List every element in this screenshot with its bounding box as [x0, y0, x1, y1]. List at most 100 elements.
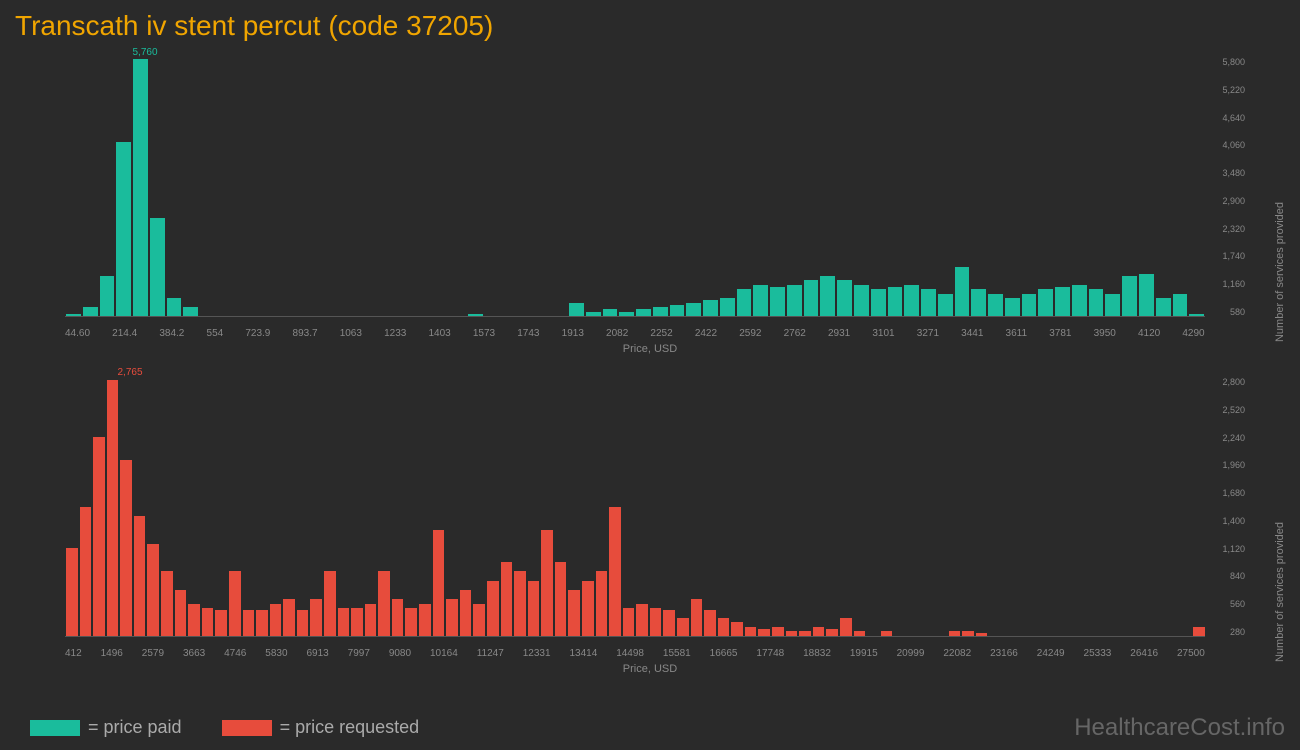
bar — [528, 581, 540, 637]
tick-label: 1,740 — [1210, 251, 1245, 261]
bar — [609, 507, 621, 637]
chart-price-requested: 2,765 4121496257936634746583069137997908… — [15, 367, 1285, 677]
bar — [215, 610, 227, 636]
bar — [150, 218, 165, 316]
tick-label: 1233 — [384, 328, 406, 339]
bar — [871, 289, 886, 316]
bar — [971, 289, 986, 316]
bar — [804, 280, 819, 316]
tick-label: 11247 — [477, 648, 504, 659]
bar — [1193, 627, 1205, 636]
tick-label: 1,400 — [1210, 516, 1245, 526]
bar — [720, 298, 735, 316]
tick-label: 1496 — [101, 648, 123, 659]
bar — [826, 629, 838, 636]
bar — [636, 604, 648, 636]
bar — [107, 380, 119, 636]
tick-label: 27500 — [1177, 648, 1205, 659]
bar — [468, 314, 483, 316]
bar — [66, 548, 78, 636]
tick-label: 18832 — [803, 648, 831, 659]
bar — [731, 622, 743, 636]
tick-label: 44.60 — [65, 328, 90, 339]
bar — [188, 604, 200, 636]
bar — [167, 298, 182, 316]
bar — [256, 610, 268, 636]
bar — [596, 571, 608, 636]
y-ticks-requested: 2805608401,1201,4001,6801,9602,2402,5202… — [1210, 377, 1245, 637]
tick-label: 3611 — [1006, 328, 1028, 339]
x-ticks-requested: 4121496257936634746583069137997908010164… — [65, 648, 1205, 659]
tick-label: 20999 — [897, 648, 925, 659]
bar — [365, 604, 377, 636]
bar — [1038, 289, 1053, 316]
bar — [1139, 274, 1154, 316]
tick-label: 4746 — [224, 648, 246, 659]
tick-label: 15581 — [663, 648, 691, 659]
tick-label: 1573 — [473, 328, 495, 339]
tick-label: 1913 — [562, 328, 584, 339]
tick-label: 19915 — [850, 648, 878, 659]
bar — [787, 285, 802, 316]
bar — [663, 610, 675, 636]
tick-label: 1063 — [340, 328, 362, 339]
bar — [718, 618, 730, 637]
bar — [133, 59, 148, 316]
bar — [840, 618, 852, 637]
bar — [283, 599, 295, 636]
page-title: Transcath iv stent percut (code 37205) — [0, 0, 1300, 47]
bar — [568, 590, 580, 636]
tick-label: 3950 — [1094, 328, 1116, 339]
tick-label: 280 — [1210, 627, 1245, 637]
bar — [134, 516, 146, 636]
bar — [686, 303, 701, 316]
tick-label: 4290 — [1182, 328, 1204, 339]
bar — [419, 604, 431, 636]
bar — [703, 300, 718, 316]
tick-label: 723.9 — [245, 328, 270, 339]
y-ticks-paid: 5801,1601,7402,3202,9003,4804,0604,6405,… — [1210, 57, 1245, 317]
bar — [555, 562, 567, 636]
bar — [837, 280, 852, 316]
tick-label: 1,680 — [1210, 488, 1245, 498]
plot-area-paid — [65, 57, 1205, 317]
bar — [758, 629, 770, 636]
legend-label-paid: = price paid — [88, 717, 182, 738]
tick-label: 2762 — [784, 328, 806, 339]
bar — [161, 571, 173, 636]
bar — [770, 287, 785, 316]
bar — [202, 608, 214, 636]
bar — [120, 460, 132, 636]
bar — [338, 608, 350, 636]
tick-label: 1,960 — [1210, 460, 1245, 470]
tick-label: 23166 — [990, 648, 1018, 659]
bar — [745, 627, 757, 636]
bar — [691, 599, 703, 636]
bar — [310, 599, 322, 636]
tick-label: 7997 — [348, 648, 370, 659]
chart-price-paid: 5,760 44.60214.4384.2554723.9893.7106312… — [15, 47, 1285, 357]
tick-label: 16665 — [710, 648, 738, 659]
bar — [988, 294, 1003, 316]
bar — [80, 507, 92, 637]
tick-label: 13414 — [569, 648, 597, 659]
bar — [636, 309, 651, 316]
tick-label: 2579 — [142, 648, 164, 659]
bar — [183, 307, 198, 316]
bars-requested — [65, 377, 1205, 636]
bar — [650, 608, 662, 636]
tick-label: 26416 — [1130, 648, 1158, 659]
tick-label: 3,480 — [1210, 168, 1245, 178]
tick-label: 14498 — [616, 648, 644, 659]
bar — [888, 287, 903, 316]
tick-label: 560 — [1210, 599, 1245, 609]
tick-label: 5,800 — [1210, 57, 1245, 67]
tick-label: 22082 — [943, 648, 971, 659]
bar — [378, 571, 390, 636]
bar — [1055, 287, 1070, 316]
tick-label: 6913 — [306, 648, 328, 659]
bar — [619, 312, 634, 316]
tick-label: 3441 — [961, 328, 983, 339]
bar — [473, 604, 485, 636]
y-label-paid: Number of services provided — [1274, 202, 1286, 342]
